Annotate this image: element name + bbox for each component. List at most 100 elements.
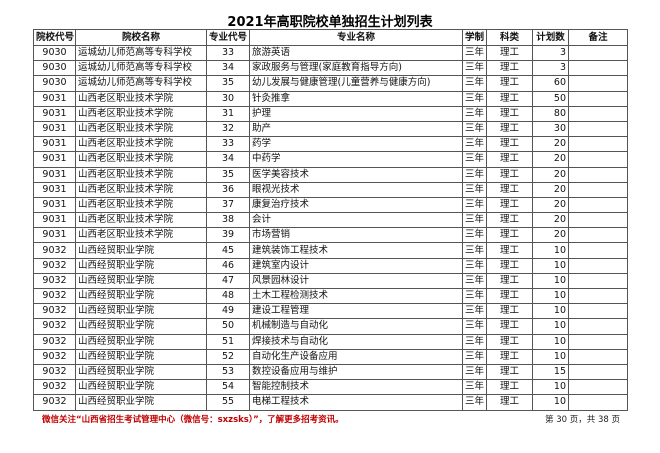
major-name-cell: 自动化生产设备应用 xyxy=(249,348,463,365)
plan-count-cell: 20 xyxy=(532,151,569,168)
category-cell: 理工 xyxy=(486,363,533,381)
duration-cell: 三年 xyxy=(462,196,487,214)
major-code-cell: 48 xyxy=(206,287,250,305)
school-name-cell: 山西经贸职业学院 xyxy=(75,348,207,365)
major-code-cell: 50 xyxy=(206,318,250,335)
category-cell: 理工 xyxy=(486,303,533,320)
remarks-cell xyxy=(568,227,628,244)
major-name-cell: 建筑装饰工程技术 xyxy=(249,242,463,259)
school-code-cell: 9031 xyxy=(33,120,76,138)
plan-count-cell: 20 xyxy=(532,181,569,198)
category-cell: 理工 xyxy=(486,379,533,396)
major-name-cell: 机械制造与自动化 xyxy=(249,318,463,335)
duration-cell: 三年 xyxy=(462,287,487,305)
header-major-name: 专业名称 xyxy=(249,29,463,46)
major-code-cell: 30 xyxy=(206,90,250,107)
major-code-cell: 33 xyxy=(206,44,250,62)
major-name-cell: 电梯工程技术 xyxy=(249,394,463,411)
school-name-cell: 山西老区职业技术学院 xyxy=(75,166,207,183)
remarks-cell xyxy=(568,166,628,183)
table-row: 9031 山西老区职业技术学院 38 会计 三年 理工 20 xyxy=(33,212,628,229)
category-cell: 理工 xyxy=(486,196,533,214)
plan-count-cell: 20 xyxy=(532,227,569,244)
major-code-cell: 46 xyxy=(206,257,250,274)
school-code-cell: 9031 xyxy=(33,105,76,122)
school-name-cell: 运城幼儿师范高等专科学校 xyxy=(75,44,207,62)
table-row: 9032 山西经贸职业学院 50 机械制造与自动化 三年 理工 10 xyxy=(33,318,628,335)
duration-cell: 三年 xyxy=(462,151,487,168)
remarks-cell xyxy=(568,105,628,122)
major-name-cell: 护理 xyxy=(249,105,463,122)
table-row: 9031 山西老区职业技术学院 33 药学 三年 理工 20 xyxy=(33,136,628,153)
plan-count-cell: 20 xyxy=(532,196,569,214)
remarks-cell xyxy=(568,303,628,320)
major-code-cell: 31 xyxy=(206,105,250,122)
remarks-cell xyxy=(568,333,628,350)
remarks-cell xyxy=(568,136,628,153)
school-name-cell: 山西老区职业技术学院 xyxy=(75,227,207,244)
duration-cell: 三年 xyxy=(462,166,487,183)
category-cell: 理工 xyxy=(486,105,533,122)
category-cell: 理工 xyxy=(486,287,533,305)
category-cell: 理工 xyxy=(486,75,533,92)
category-cell: 理工 xyxy=(486,394,533,411)
table-row: 9031 山西老区职业技术学院 32 助产 三年 理工 30 xyxy=(33,120,628,138)
school-name-cell: 运城幼儿师范高等专科学校 xyxy=(75,75,207,92)
table-row: 9032 山西经贸职业学院 51 焊接技术与自动化 三年 理工 10 xyxy=(33,333,628,350)
duration-cell: 三年 xyxy=(462,75,487,92)
category-cell: 理工 xyxy=(486,136,533,153)
remarks-cell xyxy=(568,120,628,138)
plan-count-cell: 20 xyxy=(532,136,569,153)
duration-cell: 三年 xyxy=(462,318,487,335)
duration-cell: 三年 xyxy=(462,394,487,411)
school-code-cell: 9032 xyxy=(33,379,76,396)
major-name-cell: 会计 xyxy=(249,212,463,229)
plan-count-cell: 10 xyxy=(532,272,569,290)
duration-cell: 三年 xyxy=(462,105,487,122)
plan-table: 院校代号 院校名称 专业代号 专业名称 学制 科类 计划数 备注 9030 运城幼儿师范高等专科… xyxy=(33,29,628,411)
remarks-cell xyxy=(568,363,628,381)
header-school-name: 院校名称 xyxy=(75,29,207,46)
remarks-cell xyxy=(568,287,628,305)
header-remarks: 备注 xyxy=(568,29,628,46)
table-row: 9032 山西经贸职业学院 52 自动化生产设备应用 三年 理工 10 xyxy=(33,348,628,365)
major-name-cell: 药学 xyxy=(249,136,463,153)
school-code-cell: 9032 xyxy=(33,287,76,305)
school-name-cell: 山西经贸职业学院 xyxy=(75,394,207,411)
table-row: 9031 山西老区职业技术学院 39 市场营销 三年 理工 20 xyxy=(33,227,628,244)
category-cell: 理工 xyxy=(486,212,533,229)
school-name-cell: 山西老区职业技术学院 xyxy=(75,196,207,214)
school-code-cell: 9031 xyxy=(33,136,76,153)
plan-count-cell: 15 xyxy=(532,363,569,381)
remarks-cell xyxy=(568,379,628,396)
duration-cell: 三年 xyxy=(462,257,487,274)
remarks-cell xyxy=(568,196,628,214)
duration-cell: 三年 xyxy=(462,60,487,77)
category-cell: 理工 xyxy=(486,257,533,274)
school-name-cell: 山西老区职业技术学院 xyxy=(75,120,207,138)
remarks-cell xyxy=(568,348,628,365)
school-name-cell: 山西经贸职业学院 xyxy=(75,303,207,320)
table-row: 9031 山西老区职业技术学院 34 中药学 三年 理工 20 xyxy=(33,151,628,168)
category-cell: 理工 xyxy=(486,90,533,107)
major-code-cell: 33 xyxy=(206,136,250,153)
remarks-cell xyxy=(568,151,628,168)
major-code-cell: 34 xyxy=(206,60,250,77)
header-duration: 学制 xyxy=(462,29,487,46)
school-name-cell: 山西经贸职业学院 xyxy=(75,318,207,335)
school-name-cell: 山西经贸职业学院 xyxy=(75,363,207,381)
school-code-cell: 9032 xyxy=(33,348,76,365)
plan-count-cell: 3 xyxy=(532,44,569,62)
duration-cell: 三年 xyxy=(462,333,487,350)
remarks-cell xyxy=(568,242,628,259)
duration-cell: 三年 xyxy=(462,136,487,153)
plan-count-cell: 50 xyxy=(532,90,569,107)
duration-cell: 三年 xyxy=(462,379,487,396)
school-code-cell: 9032 xyxy=(33,394,76,411)
major-code-cell: 45 xyxy=(206,242,250,259)
school-code-cell: 9031 xyxy=(33,151,76,168)
plan-count-cell: 10 xyxy=(532,394,569,411)
school-name-cell: 山西经贸职业学院 xyxy=(75,333,207,350)
major-name-cell: 土木工程检测技术 xyxy=(249,287,463,305)
category-cell: 理工 xyxy=(486,166,533,183)
